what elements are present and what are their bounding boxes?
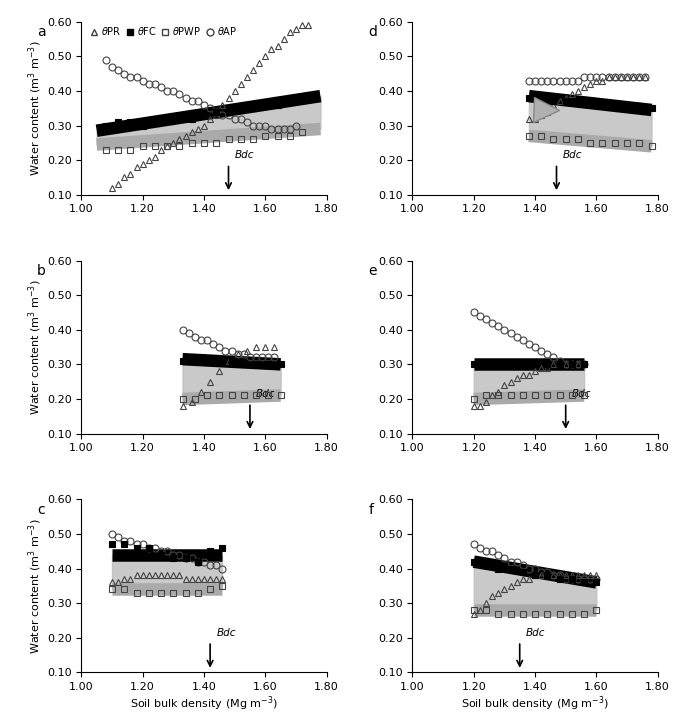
Text: e: e — [368, 264, 377, 278]
Text: c: c — [37, 502, 45, 517]
Text: Bdc: Bdc — [572, 389, 591, 399]
Text: b: b — [37, 264, 46, 278]
Text: a: a — [37, 25, 46, 39]
Y-axis label: Water content (m$^3$ m$^{-3}$): Water content (m$^3$ m$^{-3}$) — [26, 279, 44, 415]
Text: f: f — [368, 502, 374, 517]
Legend: $\theta$PR, $\theta$FC, $\theta$PWP, $\theta$AP: $\theta$PR, $\theta$FC, $\theta$PWP, $\t… — [86, 22, 241, 41]
Y-axis label: Water content (m$^3$ m$^{-3}$): Water content (m$^3$ m$^{-3}$) — [26, 518, 44, 654]
Y-axis label: Water content (m$^3$ m$^{-3}$): Water content (m$^3$ m$^{-3}$) — [26, 40, 44, 176]
Text: Bdc: Bdc — [256, 389, 275, 399]
Text: Bdc: Bdc — [526, 628, 545, 638]
Text: Bdc: Bdc — [563, 150, 582, 160]
Text: d: d — [368, 25, 377, 39]
X-axis label: Soil bulk density (Mg m$^{-3}$): Soil bulk density (Mg m$^{-3}$) — [130, 695, 278, 714]
Text: Bdc: Bdc — [235, 150, 254, 160]
Text: Bdc: Bdc — [216, 628, 236, 638]
X-axis label: Soil bulk density (Mg m$^{-3}$): Soil bulk density (Mg m$^{-3}$) — [461, 695, 609, 714]
